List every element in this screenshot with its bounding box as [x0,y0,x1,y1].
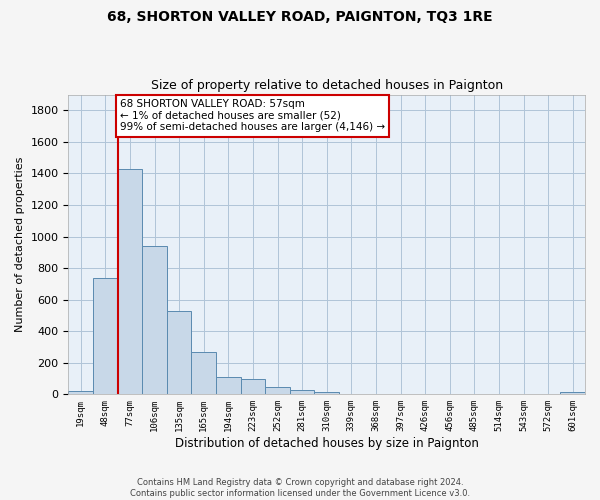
Text: 68, SHORTON VALLEY ROAD, PAIGNTON, TQ3 1RE: 68, SHORTON VALLEY ROAD, PAIGNTON, TQ3 1… [107,10,493,24]
Text: Contains HM Land Registry data © Crown copyright and database right 2024.
Contai: Contains HM Land Registry data © Crown c… [130,478,470,498]
Bar [118,168,142,394]
Bar [241,378,265,394]
Bar [560,392,585,394]
Bar [167,310,191,394]
Bar [142,246,167,394]
Text: 68 SHORTON VALLEY ROAD: 57sqm
← 1% of detached houses are smaller (52)
99% of se: 68 SHORTON VALLEY ROAD: 57sqm ← 1% of de… [120,100,385,132]
Bar [93,278,118,394]
Bar [314,392,339,394]
Bar [290,390,314,394]
Title: Size of property relative to detached houses in Paignton: Size of property relative to detached ho… [151,79,503,92]
Y-axis label: Number of detached properties: Number of detached properties [15,157,25,332]
Bar [265,387,290,394]
X-axis label: Distribution of detached houses by size in Paignton: Distribution of detached houses by size … [175,437,479,450]
Bar [191,352,216,395]
Bar [68,391,93,394]
Bar [216,377,241,394]
